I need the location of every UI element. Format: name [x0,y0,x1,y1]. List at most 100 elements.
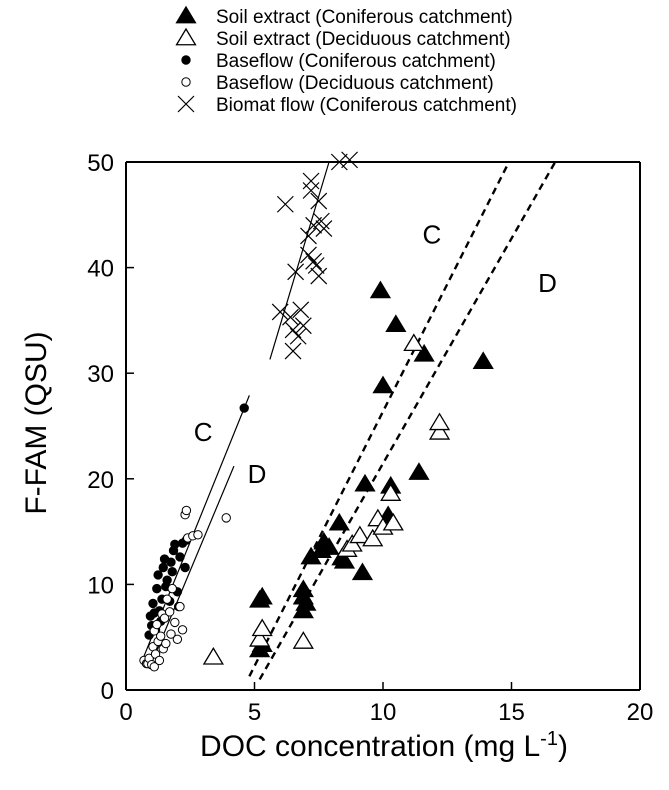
legend-marker [175,5,197,24]
line-label: C [194,417,213,447]
data-point [152,619,162,630]
data-point [292,631,314,649]
data-point [305,252,323,270]
data-point [472,351,494,369]
data-point [284,342,302,360]
legend-label: Soil extract (Deciduous catchment) [216,29,511,50]
data-point [148,598,158,609]
y-tick-label: 40 [87,256,114,283]
data-point [221,513,231,523]
legend-item: Baseflow (Deciduous catchment) [181,73,494,94]
x-axis-title: DOC concentration (mg L-1) [200,728,568,763]
data-point [333,550,356,569]
data-point [287,263,305,281]
y-tick-label: 20 [87,467,114,494]
data-point [162,594,172,604]
series-1 [249,280,494,658]
data-point [318,537,340,555]
axis-ticks: 0 5 10 15 20 0 10 20 30 40 50 [87,150,653,726]
legend-marker [175,27,197,46]
data-point [372,375,394,394]
data-point [175,552,185,562]
legend-marker [177,95,195,113]
data-point [167,583,177,594]
data-point [177,625,188,635]
x-tick-label: 15 [498,699,525,726]
data-point [328,512,350,531]
legend-item: Soil extract (Deciduous catchment) [175,27,511,50]
data-point [152,583,162,594]
legend-label: Soil extract (Coniferous catchment) [216,7,513,28]
data-point [166,557,176,567]
x-tick-label: 10 [370,699,397,726]
data-point [385,314,407,333]
legend-item: Baseflow (Coniferous catchment) [181,51,496,72]
data-point [310,267,328,285]
data-point [271,303,289,321]
data-point [403,333,425,352]
data-point [428,422,451,440]
data-point [307,257,325,274]
data-point [276,195,294,213]
data-point [408,462,430,480]
legend-marker [181,77,191,87]
x-tick-label: 20 [627,699,654,726]
line-label: D [248,459,267,489]
legend-label: Biomat flow (Coniferous catchment) [216,95,517,116]
plot-area [125,161,641,691]
data-point [251,586,273,605]
data-point [295,593,317,611]
data-point [330,153,348,171]
data-point [181,505,192,516]
data-point [413,343,435,362]
data-point [170,539,180,549]
y-axis-title: F-FAM (QSU) [20,331,53,514]
y-tick-label: 50 [87,150,114,177]
data-point [349,525,371,544]
data-point [154,655,165,666]
fit-line-2 [248,161,511,677]
y-tick-label: 30 [87,361,114,388]
data-point [382,512,404,531]
data-point [202,647,224,665]
legend-label: Baseflow (Coniferous catchment) [216,51,496,72]
data-point [341,151,359,169]
data-point [305,216,323,234]
legend-label: Baseflow (Deciduous catchment) [216,73,494,94]
y-tick-label: 0 [101,678,114,705]
y-tick-label: 10 [87,572,114,599]
line-label: D [538,268,557,298]
data-point [249,629,271,647]
data-point [289,327,307,345]
legend-marker [181,55,191,65]
data-point [166,629,176,639]
data-point [315,220,333,237]
data-point [175,601,185,612]
data-point [369,280,392,299]
line-annotations: C D C D [194,219,557,489]
data-point [164,607,175,617]
data-point [294,317,312,335]
data-point [362,528,384,547]
series-5 [271,151,359,360]
legend-item: Soil extract (Coniferous catchment) [175,5,513,28]
data-point [302,182,320,199]
data-point [380,483,402,501]
data-point [180,562,190,573]
data-point [158,562,168,573]
data-point [239,403,249,413]
series-2 [202,333,451,665]
data-point [292,301,310,319]
data-point [172,634,183,645]
data-point [310,192,328,210]
line-label: C [422,219,441,249]
legend-item: Biomat flow (Coniferous catchment) [177,95,517,116]
data-point [159,613,170,623]
data-point [153,570,163,580]
data-points [139,151,494,672]
data-point [161,638,171,649]
data-point [351,562,374,581]
series-4 [139,505,231,672]
legend: Soil extract (Coniferous catchment)Soil … [175,5,517,116]
